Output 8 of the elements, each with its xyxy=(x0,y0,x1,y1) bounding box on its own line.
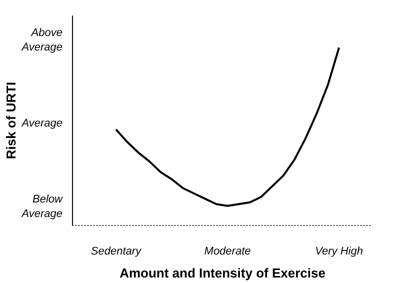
x-tick-label: Sedentary xyxy=(90,246,143,258)
text: Above Average xyxy=(20,27,63,54)
x-tick-label: Very High xyxy=(315,246,363,258)
text: Risk of URTI xyxy=(4,82,19,160)
text: Below Average xyxy=(20,194,64,220)
x-axis-title: Amount and Intensity of Exercise xyxy=(120,266,326,280)
x-tick-label: Moderate xyxy=(204,246,251,258)
text: Average xyxy=(20,118,63,130)
